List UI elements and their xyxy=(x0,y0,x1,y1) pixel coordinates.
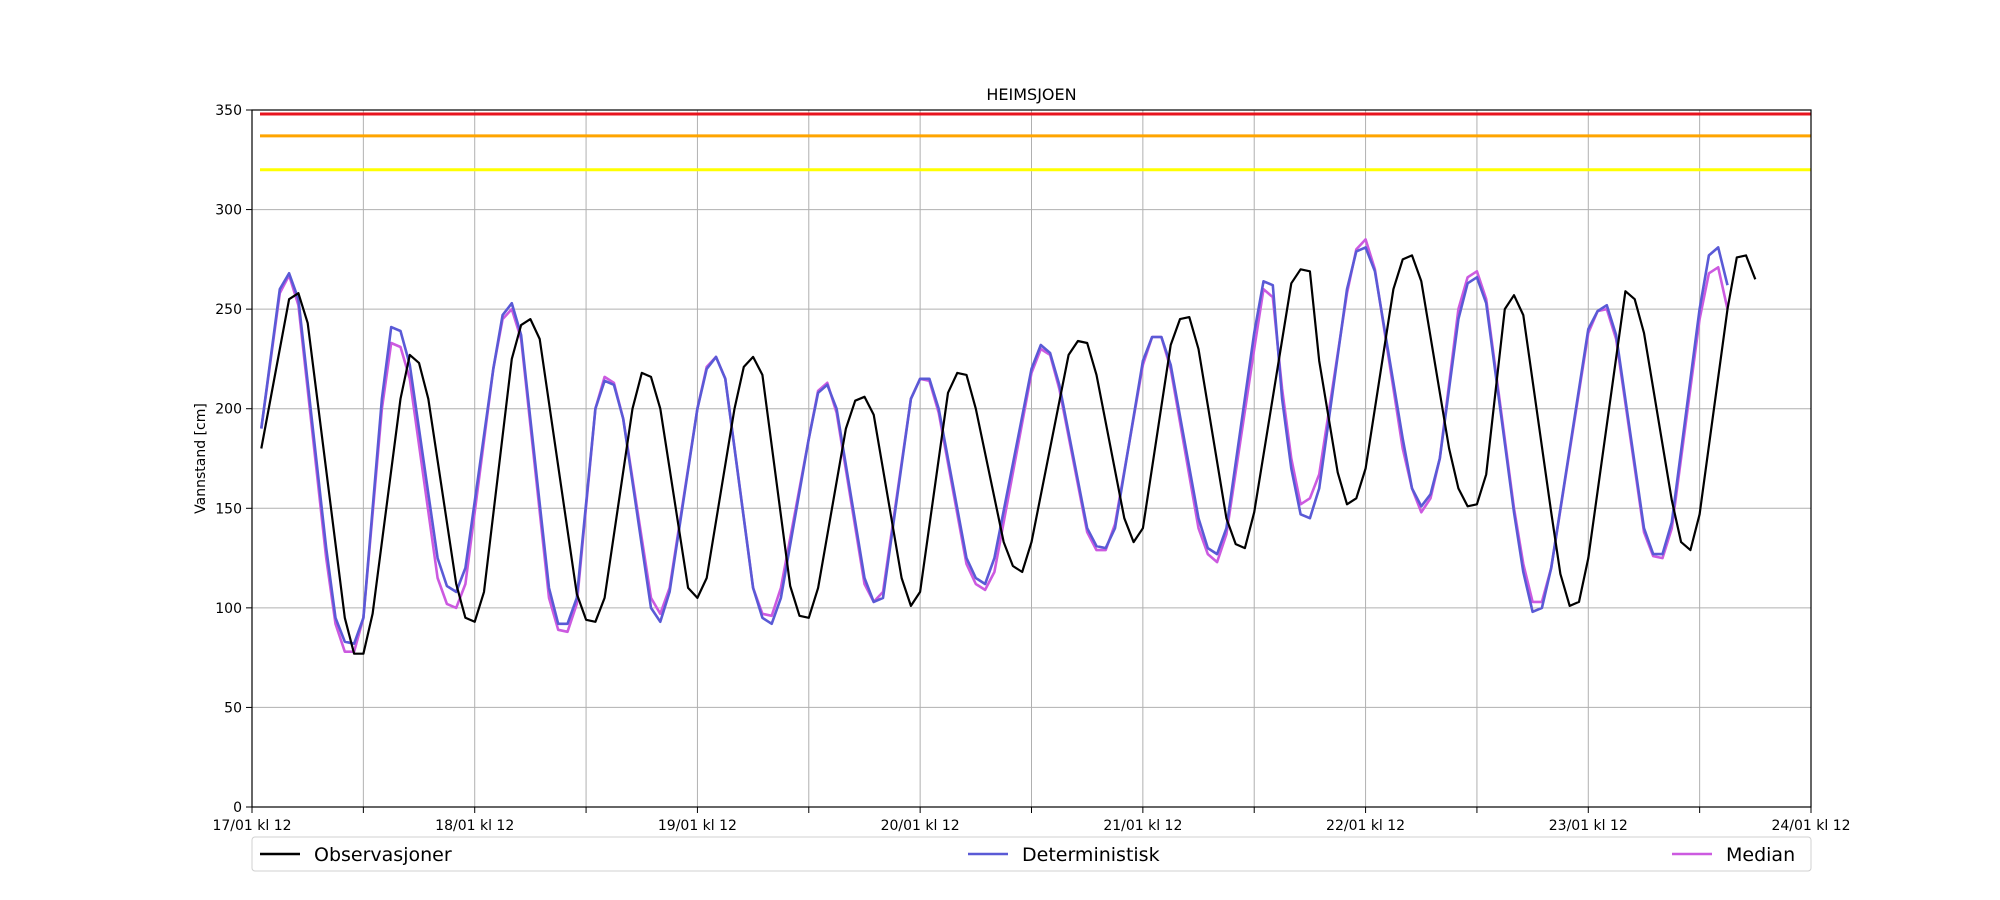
chart-title: HEIMSJOEN xyxy=(986,85,1076,104)
x-tick-label: 17/01 kl 12 xyxy=(212,818,291,834)
series-lines xyxy=(260,238,1757,655)
y-axis-label: Vannstand [cm] xyxy=(193,403,209,514)
legend-label: Median xyxy=(1726,844,1795,866)
x-tick-label: 22/01 kl 12 xyxy=(1326,818,1405,834)
y-tick-label: 100 xyxy=(215,601,242,617)
legend-box xyxy=(251,836,1812,872)
series-line-deterministisk xyxy=(260,246,1729,646)
series-line-median xyxy=(260,238,1729,654)
y-tick-label: 150 xyxy=(215,501,242,517)
y-tick-label: 50 xyxy=(224,700,242,716)
y-tick-label: 0 xyxy=(233,800,242,816)
x-axis-ticks: 17/01 kl 12 18/01 kl 12 19/01 kl 12 20/01 k… xyxy=(212,807,1851,834)
grid-lines xyxy=(251,109,1812,808)
legend-label: Deterministisk xyxy=(1022,844,1160,866)
y-tick-label: 200 xyxy=(215,402,242,418)
y-axis-ticks: 0 50 100 150 200 250 300 350 xyxy=(215,103,252,816)
x-tick-label: 20/01 kl 12 xyxy=(881,818,960,834)
y-tick-label: 350 xyxy=(215,103,242,119)
legend: Observasjoner Deterministisk Median xyxy=(251,836,1812,872)
threshold-lines xyxy=(260,112,1811,172)
series-line-observasjoner xyxy=(260,254,1757,655)
legend-label: Observasjoner xyxy=(314,844,452,866)
x-tick-label: 18/01 kl 12 xyxy=(435,818,514,834)
x-tick-label: 24/01 kl 12 xyxy=(1771,818,1850,834)
x-tick-label: 21/01 kl 12 xyxy=(1103,818,1182,834)
x-tick-label: 19/01 kl 12 xyxy=(658,818,737,834)
y-tick-label: 250 xyxy=(215,302,242,318)
x-tick-label: 23/01 kl 12 xyxy=(1549,818,1628,834)
y-tick-label: 300 xyxy=(215,203,242,219)
